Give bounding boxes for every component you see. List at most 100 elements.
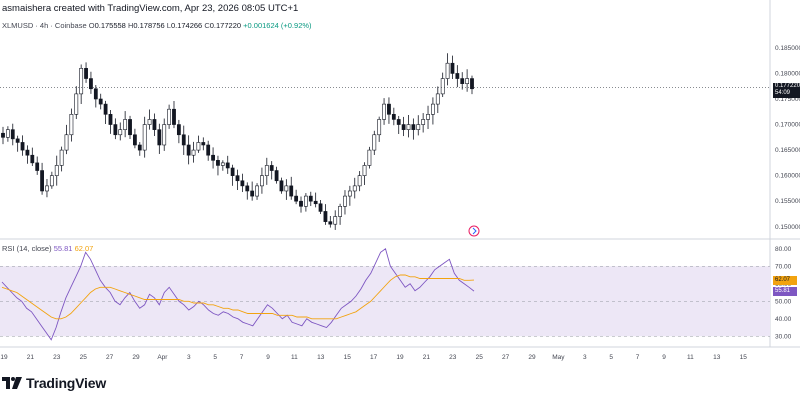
time-tick-label: 5 <box>609 354 613 361</box>
candle <box>274 166 279 184</box>
candle-body <box>274 170 279 182</box>
candle-body <box>303 195 308 207</box>
candle <box>10 123 15 146</box>
time-tick-label: 7 <box>240 354 244 361</box>
candle-body <box>1 132 5 138</box>
symbol-name[interactable]: XLMUSD · 4h · Coinbase <box>2 21 87 30</box>
candle <box>186 135 191 165</box>
candle <box>35 156 40 175</box>
candle <box>347 185 352 206</box>
candle-body <box>108 114 113 125</box>
candle-body <box>74 93 79 115</box>
candle <box>431 97 435 125</box>
candle-body <box>35 162 40 171</box>
candle-body <box>372 134 377 151</box>
candle <box>303 193 308 212</box>
candle-body <box>299 200 303 207</box>
tradingview-logo[interactable]: TradingView <box>2 375 106 391</box>
time-tick-label: 25 <box>476 354 484 361</box>
candle <box>377 116 382 142</box>
candle-body <box>465 78 470 84</box>
candle-body <box>167 108 172 125</box>
candle-body <box>69 114 74 136</box>
candle <box>284 179 289 200</box>
candle-body <box>264 165 269 176</box>
time-tick-label: 13 <box>713 354 721 361</box>
candle <box>220 160 225 171</box>
time-tick-label: 23 <box>449 354 457 361</box>
time-tick-label: 3 <box>583 354 587 361</box>
time-tick-label: 17 <box>370 354 378 361</box>
rsi-ma-legend-value: 62.07 <box>74 244 94 253</box>
rsi-tick-label: 30.00 <box>775 333 792 340</box>
candle-body <box>40 170 44 192</box>
price-tick-label: 0.185000 <box>775 45 800 52</box>
candle <box>333 210 338 230</box>
candle-body <box>455 73 460 79</box>
time-tick-label: 21 <box>27 354 35 361</box>
candle <box>455 65 460 88</box>
rsi-legend-value: 55.81 <box>53 244 73 253</box>
candle <box>343 190 347 215</box>
candle <box>470 75 474 95</box>
candle <box>289 176 294 200</box>
candle <box>250 181 255 201</box>
candle <box>89 71 93 94</box>
candle <box>108 109 113 134</box>
candle <box>245 182 250 200</box>
chart-snapshot-caption: asmaishera created with TradingView.com,… <box>2 3 299 14</box>
close-value: 0.177220 <box>209 21 242 30</box>
current-price-value: 0.177220 <box>775 82 800 89</box>
candle-body <box>440 78 445 95</box>
price-chart[interactable]: 0.185000 0.180000 0.175000 0.170000 0.165000… <box>0 0 800 366</box>
candle-body <box>357 175 362 187</box>
candle <box>59 146 64 172</box>
candle <box>264 157 269 185</box>
candle <box>328 215 333 228</box>
candle-body <box>308 195 313 202</box>
candle <box>84 62 88 83</box>
time-tick-label: 15 <box>344 354 352 361</box>
candle <box>294 189 299 205</box>
candle <box>445 53 450 86</box>
time-tick-label: 19 <box>396 354 404 361</box>
candle-body <box>391 114 396 120</box>
candle-body <box>89 78 93 90</box>
candle-body <box>30 154 35 164</box>
candle-body <box>25 149 30 156</box>
candle-body <box>45 185 49 192</box>
candle <box>406 115 411 138</box>
candle <box>435 86 440 114</box>
candle-body <box>421 119 426 125</box>
candle <box>40 162 44 195</box>
time-tick-label: 11 <box>291 354 298 361</box>
candle <box>440 72 445 98</box>
candle-body <box>98 98 103 105</box>
candle-body <box>255 185 259 197</box>
candle-body <box>142 124 147 151</box>
candle-body <box>230 167 235 176</box>
time-tick-label: 7 <box>636 354 640 361</box>
candle-body <box>294 195 299 202</box>
candle <box>201 137 206 151</box>
price-tick-label: 0.180000 <box>775 70 800 77</box>
candle <box>460 72 465 90</box>
symbol-ohlc-legend: XLMUSD · 4h · Coinbase O0.175558 H0.1787… <box>2 21 312 30</box>
low-label: L <box>166 21 171 30</box>
candle-body <box>382 103 386 120</box>
candle-body <box>313 200 318 205</box>
time-tick-label: 9 <box>266 354 270 361</box>
candle <box>450 55 455 79</box>
rsi-panel <box>0 248 770 341</box>
candle-body <box>343 195 347 207</box>
time-tick-label: 19 <box>0 354 8 361</box>
rsi-legend[interactable]: RSI (14, close) 55.81 62.07 <box>2 244 93 253</box>
candle-body <box>118 129 123 136</box>
candle-body <box>93 88 98 100</box>
rsi-tick-label: 50.00 <box>775 298 792 305</box>
time-tick-label: Apr <box>157 354 168 361</box>
candle <box>362 162 367 185</box>
candle-body <box>362 165 367 176</box>
rsi-label: RSI (14, close) <box>2 244 52 253</box>
candle <box>93 85 98 108</box>
